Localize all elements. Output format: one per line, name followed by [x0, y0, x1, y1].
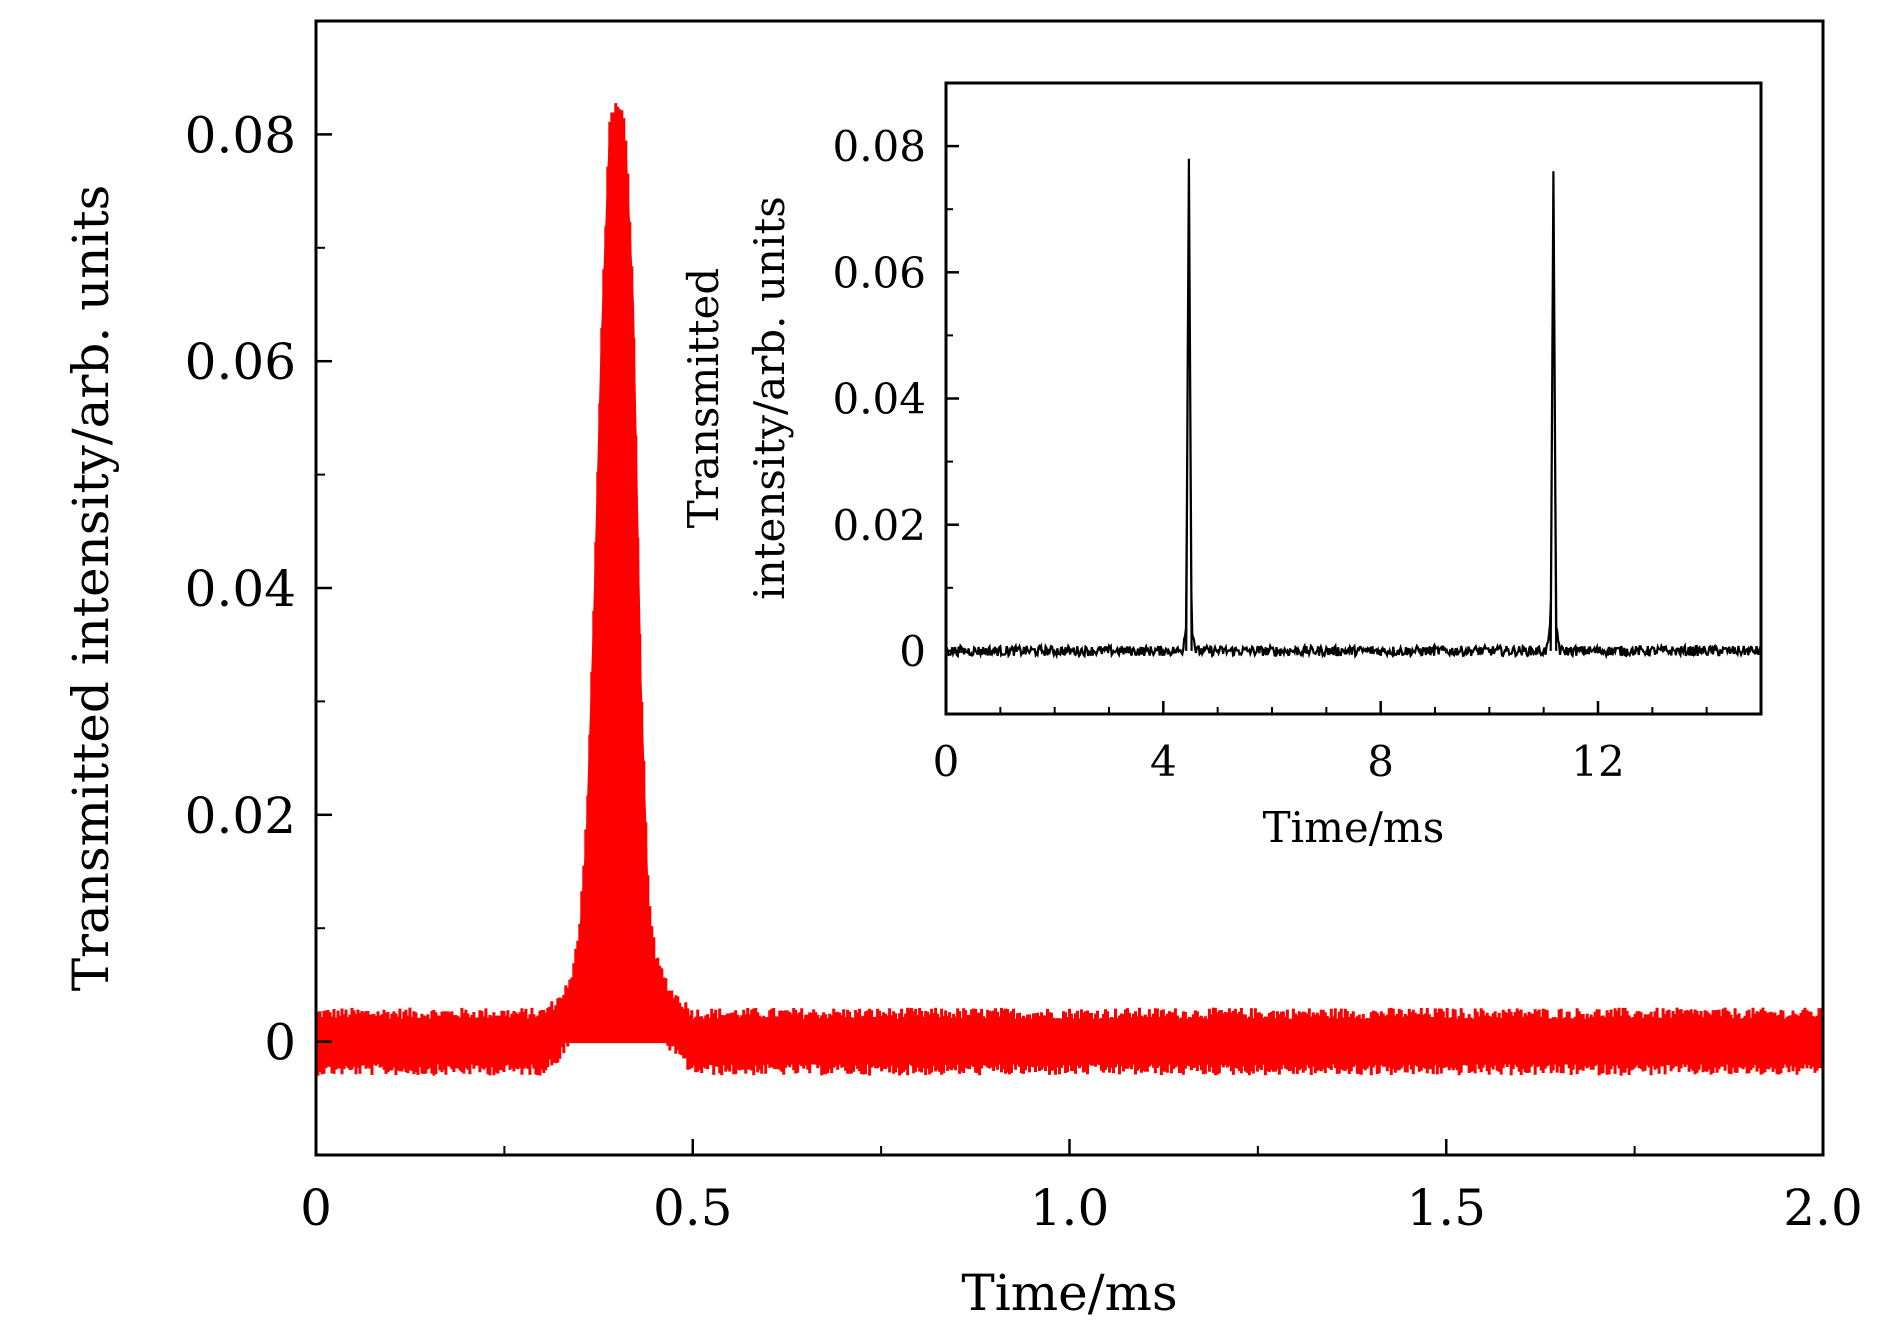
inset-y-tick-label: 0.06 — [832, 248, 926, 297]
main-x-tick-label: 0.5 — [653, 1179, 733, 1237]
main-y-tick-label: 0 — [264, 1014, 296, 1072]
main-x-tick-label: 1.5 — [1406, 1179, 1486, 1237]
main-x-tick-label: 0 — [300, 1179, 332, 1237]
inset-x-tick-label: 12 — [1571, 737, 1624, 786]
inset-x-tick-label: 4 — [1150, 737, 1177, 786]
inset-series-0-line — [944, 158, 1762, 660]
inset-plot-background — [946, 83, 1761, 714]
main-y-axis-title: Transmitted intensity/arb. units — [62, 185, 120, 992]
main-x-tick-label: 1.0 — [1030, 1179, 1110, 1237]
inset-y-tick-label: 0.04 — [832, 375, 926, 424]
main-x-tick-label: 2.0 — [1783, 1179, 1863, 1237]
inset-x-tick-label: 0 — [933, 737, 960, 786]
inset-y-tick-label: 0.02 — [832, 501, 926, 550]
inset-x-tick-label: 8 — [1367, 737, 1394, 786]
main-y-tick-label: 0.02 — [185, 787, 296, 845]
inset-y-tick-label: 0 — [899, 627, 926, 676]
main-y-tick-label: 0.04 — [185, 560, 296, 618]
main-y-tick-label: 0.06 — [185, 333, 296, 391]
main-x-axis-title: Time/ms — [961, 1264, 1177, 1322]
inset-y-tick-label: 0.08 — [832, 122, 926, 171]
inset-x-axis-title: Time/ms — [1263, 803, 1445, 852]
main-y-tick-label: 0.08 — [185, 106, 296, 164]
inset-y-axis-title-line: intensity/arb. units — [745, 196, 794, 600]
main-series-0-peak — [537, 131, 697, 1044]
inset-y-axis-title-line: Transmitted — [679, 268, 728, 529]
